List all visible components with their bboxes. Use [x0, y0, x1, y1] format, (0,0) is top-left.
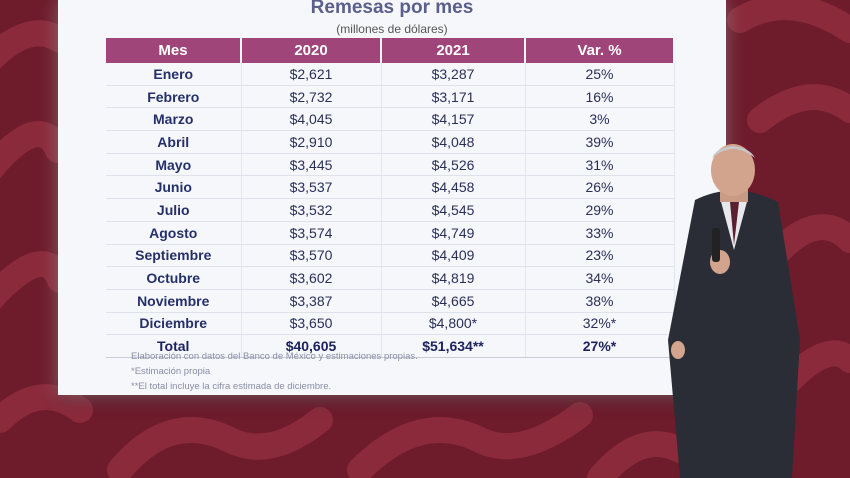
- table-row: Febrero $2,732 $3,171 16%: [106, 85, 675, 109]
- table-row: Noviembre $3,387 $4,665 38%: [106, 289, 675, 313]
- footnote: **El total incluye la cifra estimada de …: [131, 381, 332, 392]
- presenter: [668, 144, 800, 478]
- month-cell: Enero: [106, 63, 242, 86]
- value-cell: $2,621: [241, 63, 382, 86]
- footnote: *Estimación propia: [131, 366, 211, 377]
- table-row: Julio $3,532 $4,545 29%: [106, 198, 675, 222]
- projection-screen: Remesas por mes (millones de dólares) Me…: [58, 0, 726, 395]
- value-cell: $4,409: [381, 244, 526, 268]
- value-cell: $3,570: [241, 244, 382, 268]
- column-header: Mes: [106, 38, 242, 63]
- month-cell: Mayo: [106, 153, 242, 177]
- table-row: Mayo $3,445 $4,526 31%: [106, 153, 675, 177]
- value-cell: $4,048: [381, 130, 526, 154]
- value-cell: $3,574: [241, 221, 382, 245]
- table-row: Junio $3,537 $4,458 26%: [106, 175, 675, 200]
- slide-title: Remesas por mes: [310, 0, 474, 18]
- column-header: 2020: [241, 38, 382, 63]
- table-row: Septiembre $3,570 $4,409 23%: [106, 244, 675, 268]
- value-cell: 16%: [525, 85, 675, 109]
- value-cell: $3,287: [381, 63, 526, 86]
- value-cell: $4,045: [241, 107, 382, 132]
- value-cell: $3,650: [241, 312, 382, 336]
- month-cell: Octubre: [106, 266, 242, 290]
- value-cell: 26%: [525, 175, 675, 200]
- total-label: Total: [106, 334, 242, 358]
- table-row: Diciembre $3,650 $4,800* 32%*: [106, 312, 675, 336]
- table-row: Agosto $3,574 $4,749 33%: [106, 221, 675, 245]
- table-header-row: Mes 2020 2021 Var. %: [106, 38, 675, 63]
- table-row: Abril $2,910 $4,048 39%: [106, 130, 675, 154]
- table-row: Marzo $4,045 $4,157 3%: [106, 107, 675, 132]
- value-cell: $3,537: [241, 175, 382, 200]
- value-cell: 31%: [525, 153, 675, 177]
- value-cell: 32%*: [525, 312, 675, 336]
- table-row: Octubre $3,602 $4,819 34%: [106, 266, 675, 290]
- total-value: $51,634**: [381, 334, 526, 358]
- month-cell: Junio: [106, 175, 242, 200]
- value-cell: 33%: [525, 221, 675, 245]
- value-cell: $4,526: [381, 153, 526, 177]
- value-cell: 34%: [525, 266, 675, 290]
- month-cell: Diciembre: [106, 312, 242, 336]
- value-cell: $4,819: [381, 266, 526, 290]
- total-value: 27%*: [525, 334, 675, 358]
- month-cell: Abril: [106, 130, 242, 154]
- value-cell: 3%: [525, 107, 675, 132]
- value-cell: $3,387: [241, 289, 382, 313]
- remittances-table: Mes 2020 2021 Var. % Enero $2,621 $3,287 25…: [106, 38, 675, 358]
- month-cell: Noviembre: [106, 289, 242, 313]
- value-cell: $2,910: [241, 130, 382, 154]
- value-cell: $4,157: [381, 107, 526, 132]
- month-cell: Septiembre: [106, 244, 242, 268]
- total-row: Total $40,605 $51,634** 27%*: [106, 334, 675, 358]
- value-cell: 23%: [525, 244, 675, 268]
- footnotes: Elaboración con datos del Banco de Méxic…: [131, 349, 418, 394]
- value-cell: $3,532: [241, 198, 382, 222]
- value-cell: $4,458: [381, 175, 526, 200]
- value-cell: 39%: [525, 130, 675, 154]
- slide-subtitle: (millones de dólares): [336, 22, 448, 36]
- value-cell: $3,171: [381, 85, 526, 109]
- value-cell: $3,602: [241, 266, 382, 290]
- value-cell: $2,732: [241, 85, 382, 109]
- total-value: $40,605: [241, 334, 382, 358]
- column-header: Var. %: [525, 38, 675, 63]
- month-cell: Febrero: [106, 85, 242, 109]
- value-cell: $4,800*: [381, 312, 526, 336]
- value-cell: $4,749: [381, 221, 526, 245]
- month-cell: Julio: [106, 198, 242, 222]
- value-cell: 25%: [525, 63, 675, 86]
- value-cell: 38%: [525, 289, 675, 313]
- value-cell: 29%: [525, 198, 675, 222]
- month-cell: Agosto: [106, 221, 242, 245]
- month-cell: Marzo: [106, 107, 242, 132]
- value-cell: $4,545: [381, 198, 526, 222]
- footnote: Elaboración con datos del Banco de Méxic…: [131, 351, 418, 362]
- table-row: Enero $2,621 $3,287 25%: [106, 63, 675, 86]
- value-cell: $3,445: [241, 153, 382, 177]
- value-cell: $4,665: [381, 289, 526, 313]
- column-header: 2021: [381, 38, 526, 63]
